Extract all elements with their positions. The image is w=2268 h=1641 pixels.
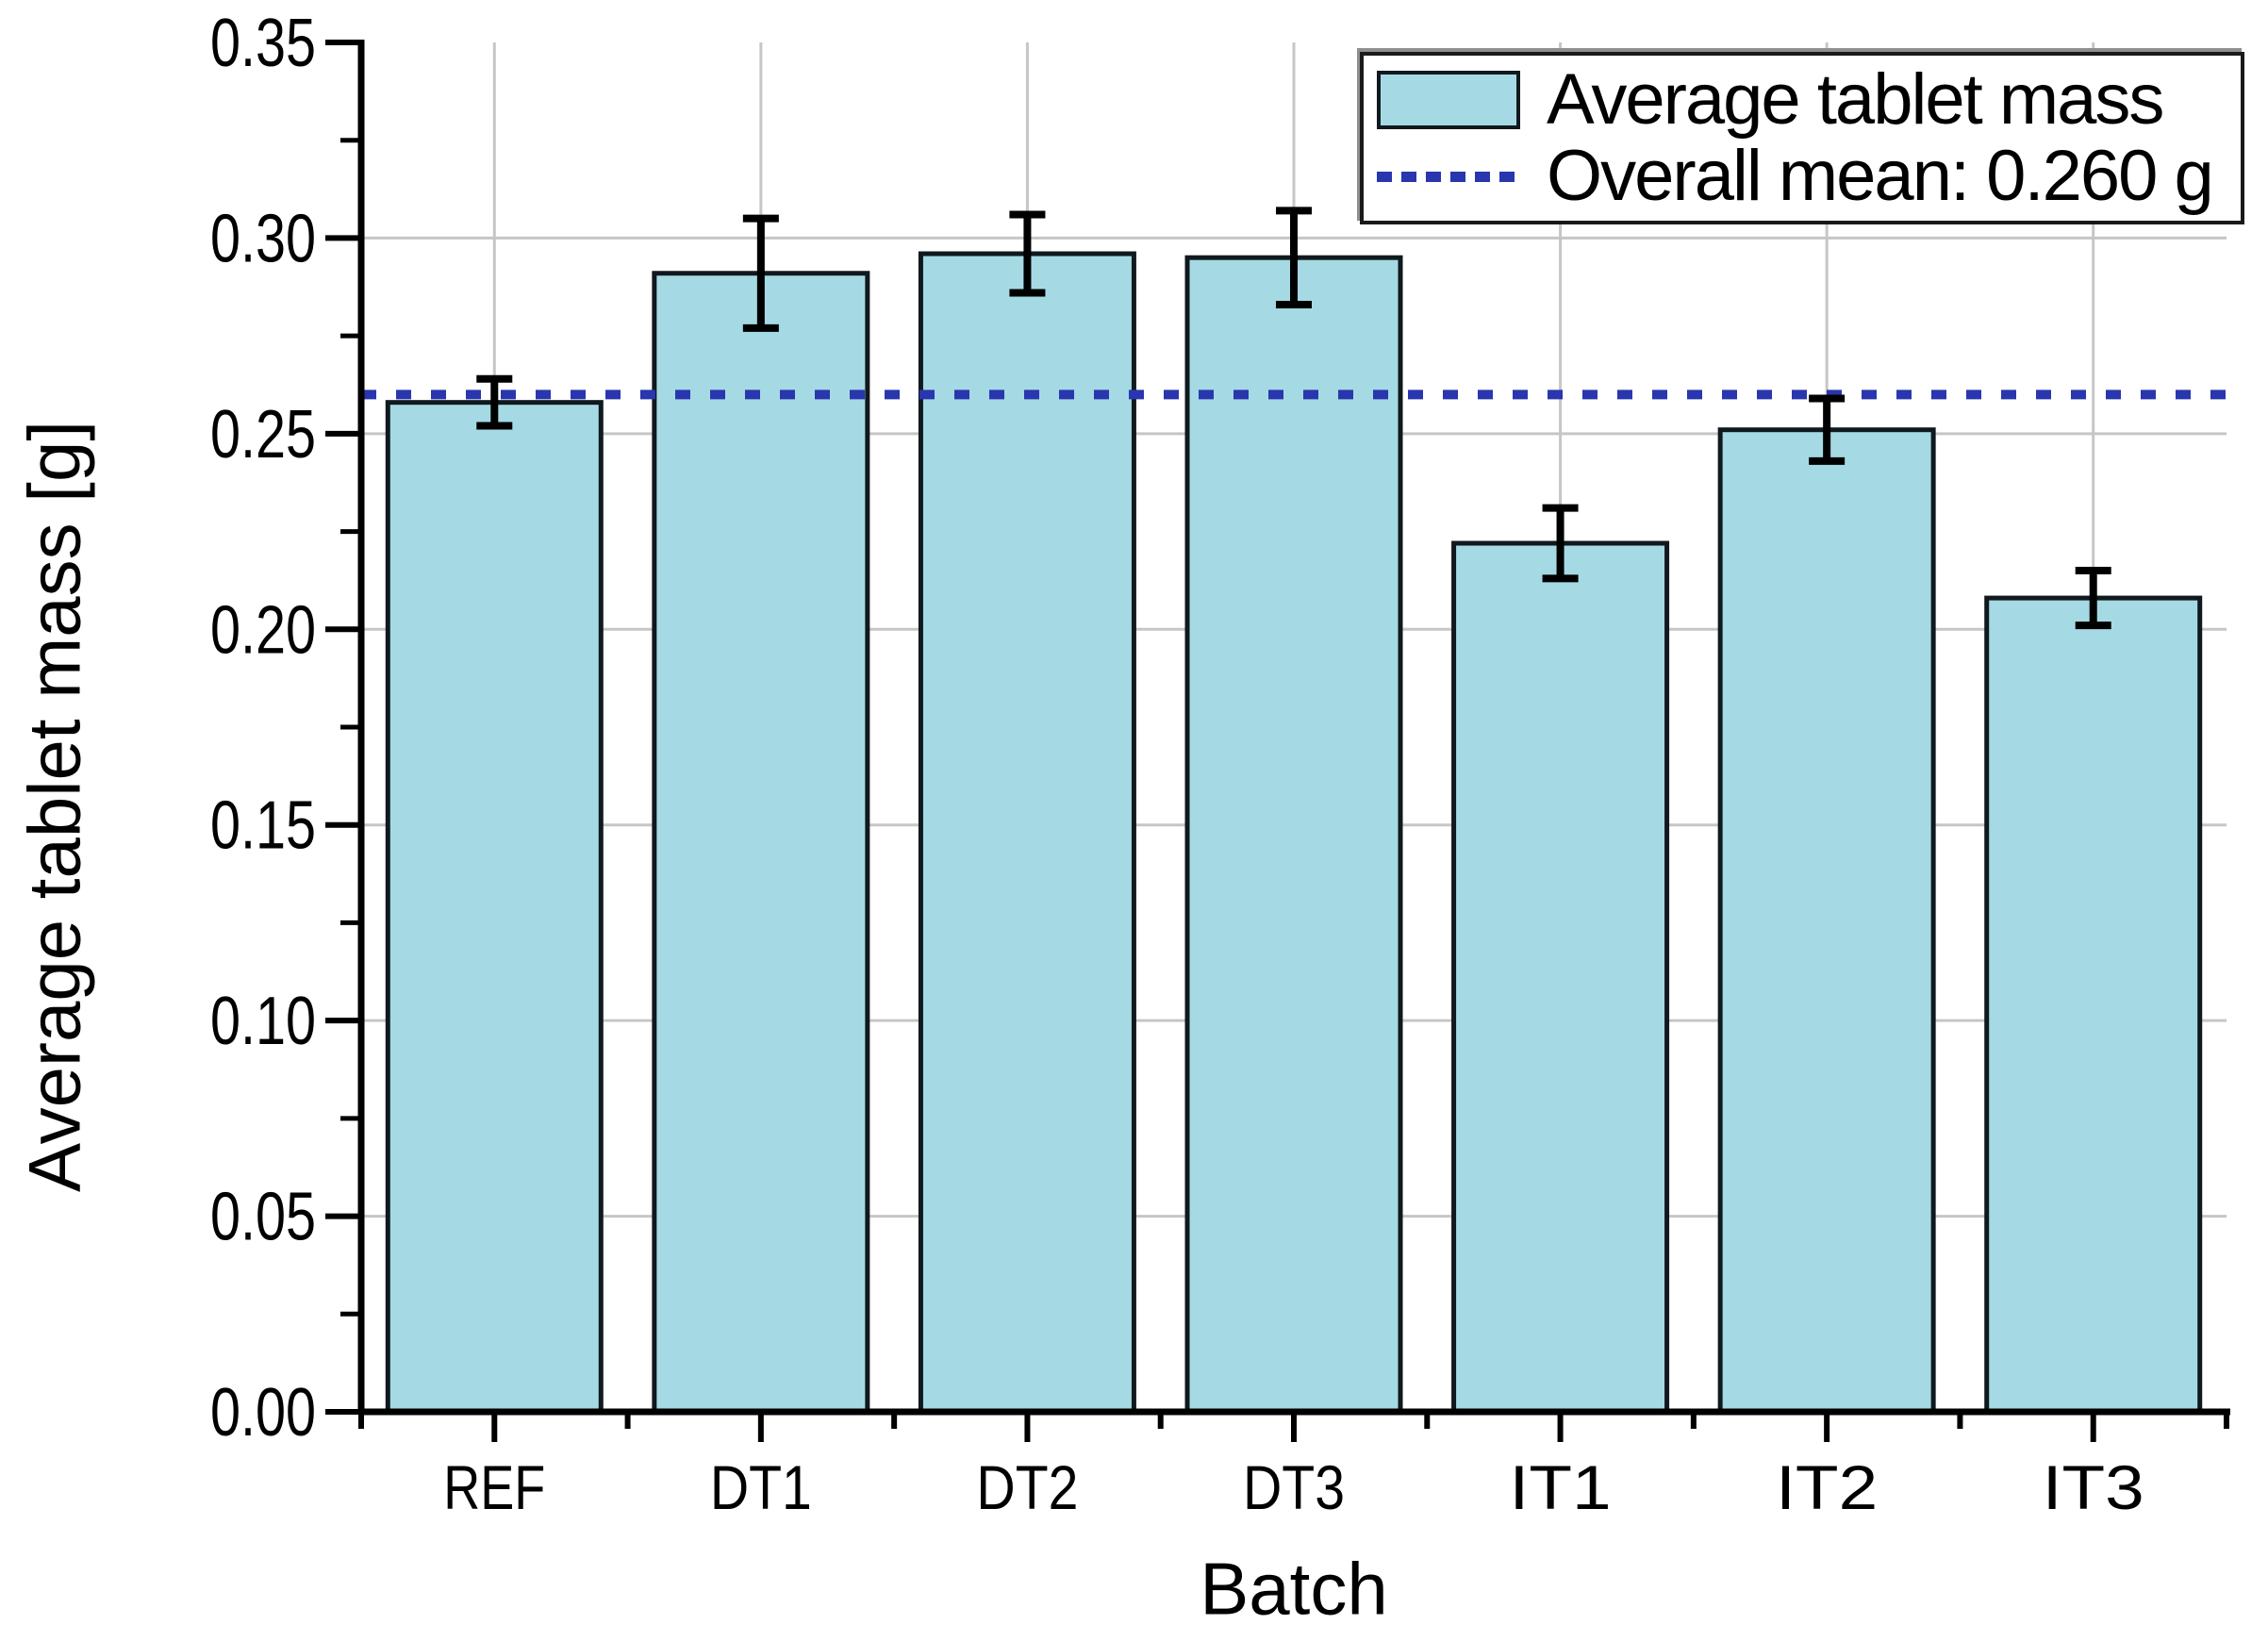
bar-IT1 — [1451, 540, 1670, 1415]
legend-row-bars: Average tablet mass — [1377, 64, 2231, 136]
x-tick-label: DT1 — [710, 1452, 812, 1522]
legend-bar-label: Average tablet mass — [1547, 59, 2164, 140]
y-tick-label: 0.35 — [210, 6, 316, 81]
bar-IT3 — [1984, 595, 2203, 1415]
x-tick-label: IT2 — [1776, 1452, 1878, 1522]
bar-DT2 — [918, 251, 1136, 1415]
y-tick-label: 0.20 — [210, 592, 316, 668]
y-tick-label: 0.10 — [210, 984, 316, 1059]
legend: Average tablet mass Overall mean: 0.260 … — [1360, 52, 2244, 224]
y-tick-label: 0.05 — [210, 1180, 316, 1255]
bar-IT2 — [1717, 427, 1936, 1415]
x-tick-label: REF — [443, 1452, 545, 1522]
y-tick-label: 0.15 — [210, 788, 316, 864]
bar-series-swatch — [1377, 71, 1520, 129]
x-tick-label: DT2 — [976, 1452, 1078, 1522]
bar-REF — [385, 400, 604, 1415]
y-tick-label: 0.25 — [210, 397, 316, 472]
legend-mean-label: Overall mean: 0.260 g — [1547, 136, 2214, 216]
y-tick-label: 0.30 — [210, 201, 316, 276]
y-tick-label: 0.00 — [210, 1375, 316, 1450]
legend-row-mean: Overall mean: 0.260 g — [1377, 141, 2231, 212]
x-tick-label: IT1 — [1510, 1452, 1612, 1522]
bar-DT3 — [1184, 255, 1403, 1415]
x-tick-label: IT3 — [2043, 1452, 2144, 1522]
x-tick-label: DT3 — [1243, 1452, 1345, 1522]
x-axis-title: Batch — [1200, 1547, 1388, 1631]
bar-DT1 — [652, 271, 870, 1415]
dashed-line-sample — [1377, 171, 1520, 182]
y-axis-title: Average tablet mass [g] — [12, 420, 96, 1193]
